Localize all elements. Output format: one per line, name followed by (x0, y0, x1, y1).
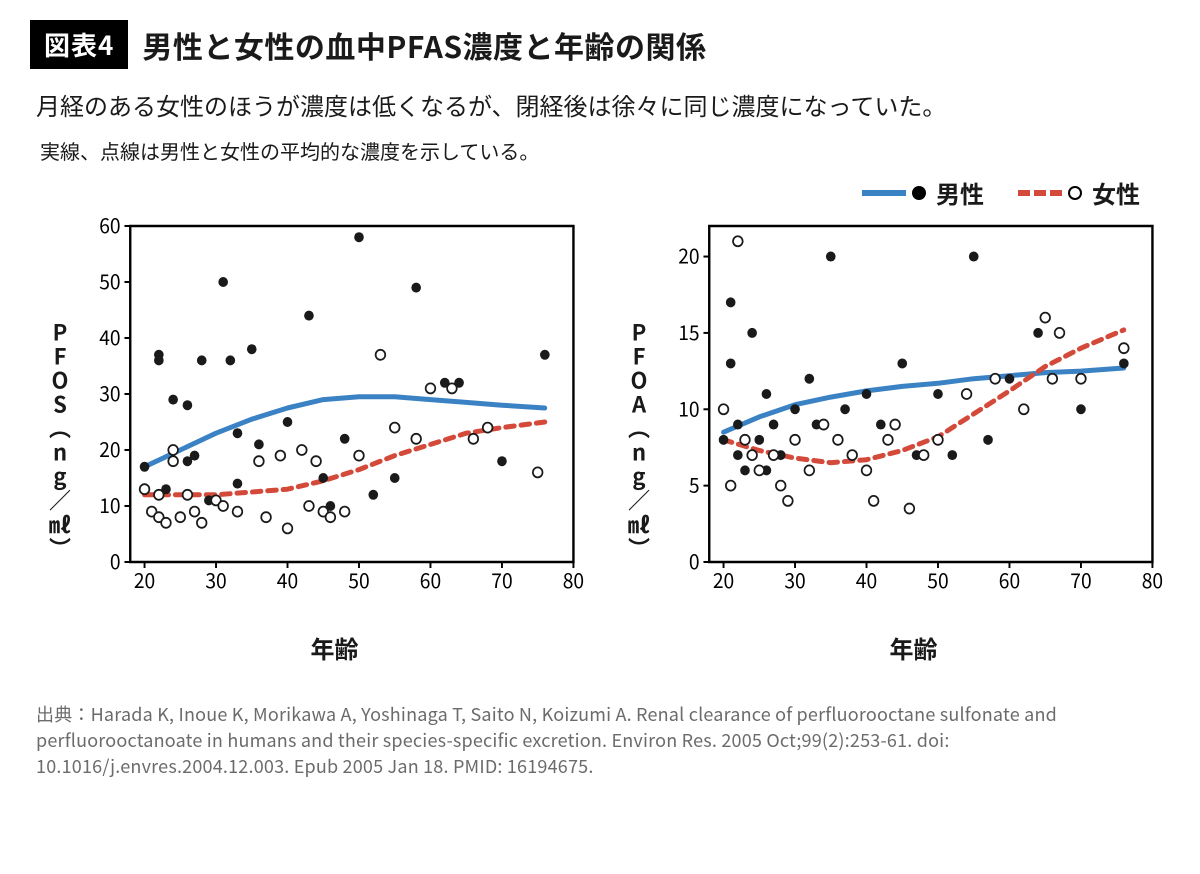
svg-text:0: 0 (110, 546, 121, 576)
svg-text:50: 50 (99, 266, 120, 296)
svg-text:10: 10 (678, 393, 699, 423)
chart-pfoa-svg: 0 5 10 15 20 20 30 40 50 60 70 80 (663, 216, 1164, 596)
svg-text:20: 20 (678, 240, 699, 270)
figure-header: 図表4 男性と女性の血中PFAS濃度と年齢の関係 (30, 20, 1170, 69)
figure-subtitle: 月経のある女性のほうが濃度は低くなるが、閉経後は徐々に同じ濃度になっていた。 (36, 87, 1170, 122)
chart-pfos-ylabel: PFOS（ng／㎖） (44, 321, 76, 561)
svg-text:40: 40 (99, 322, 120, 352)
legend-female: 女性 (1018, 175, 1140, 210)
svg-text:5: 5 (689, 469, 700, 499)
svg-text:60: 60 (999, 565, 1020, 595)
chart-pfoa-ylabel: PFOA（ng／㎖） (623, 321, 655, 561)
svg-text:60: 60 (420, 565, 441, 595)
svg-text:80: 80 (563, 565, 584, 595)
svg-text:10: 10 (99, 490, 120, 520)
chart-pfos-xlabel: 年齢 (84, 630, 585, 665)
svg-text:30: 30 (784, 565, 805, 595)
svg-text:20: 20 (134, 565, 155, 595)
chart-pfos-svg: 0 10 20 30 40 50 60 20 30 40 50 60 70 80 (84, 216, 585, 596)
legend: 男性 女性 (30, 175, 1170, 210)
figure-badge: 図表4 (30, 20, 128, 69)
legend-male-swatch (862, 186, 926, 200)
source-text: Harada K, Inoue K, Morikawa A, Yoshinaga… (36, 701, 1057, 779)
source-label: 出典： (36, 701, 91, 727)
svg-text:40: 40 (856, 565, 877, 595)
legend-female-label: 女性 (1092, 175, 1140, 210)
svg-text:0: 0 (689, 546, 700, 576)
svg-text:40: 40 (277, 565, 298, 595)
legend-male-line-icon (862, 190, 906, 196)
charts-row: PFOS（ng／㎖） 010203040506020304050607080 年… (30, 216, 1170, 665)
legend-male: 男性 (862, 175, 984, 210)
chart-pfoa-ylabel-wrap: PFOA（ng／㎖） (615, 216, 663, 665)
svg-text:50: 50 (927, 565, 948, 595)
chart-pfoa: PFOA（ng／㎖） 0 5 10 15 20 20 30 40 50 60 70 80 年齢 (615, 216, 1164, 665)
legend-male-marker-icon (912, 186, 926, 200)
source-citation: 出典：Harada K, Inoue K, Morikawa A, Yoshin… (30, 701, 1170, 779)
chart-pfoa-xlabel: 年齢 (663, 630, 1164, 665)
legend-female-line-icon (1018, 190, 1062, 196)
svg-text:80: 80 (1142, 565, 1163, 595)
svg-text:70: 70 (1070, 565, 1091, 595)
chart-pfos-ylabel-wrap: PFOS（ng／㎖） (36, 216, 84, 665)
svg-text:15: 15 (678, 316, 699, 346)
svg-text:30: 30 (205, 565, 226, 595)
legend-female-swatch (1018, 186, 1082, 200)
svg-text:50: 50 (348, 565, 369, 595)
svg-text:70: 70 (491, 565, 512, 595)
svg-text:20: 20 (713, 565, 734, 595)
chart-pfos: PFOS（ng／㎖） 0 10 20 30 40 50 60 20 30 40 50 60 70 80 年… (36, 216, 585, 665)
legend-male-label: 男性 (936, 175, 984, 210)
figure-note: 実線、点線は男性と女性の平均的な濃度を示している。 (40, 136, 1170, 165)
svg-text:20: 20 (99, 434, 120, 464)
svg-text:60: 60 (99, 216, 120, 239)
svg-text:30: 30 (99, 378, 120, 408)
figure-title: 男性と女性の血中PFAS濃度と年齢の関係 (142, 23, 706, 67)
legend-female-marker-icon (1068, 186, 1082, 200)
